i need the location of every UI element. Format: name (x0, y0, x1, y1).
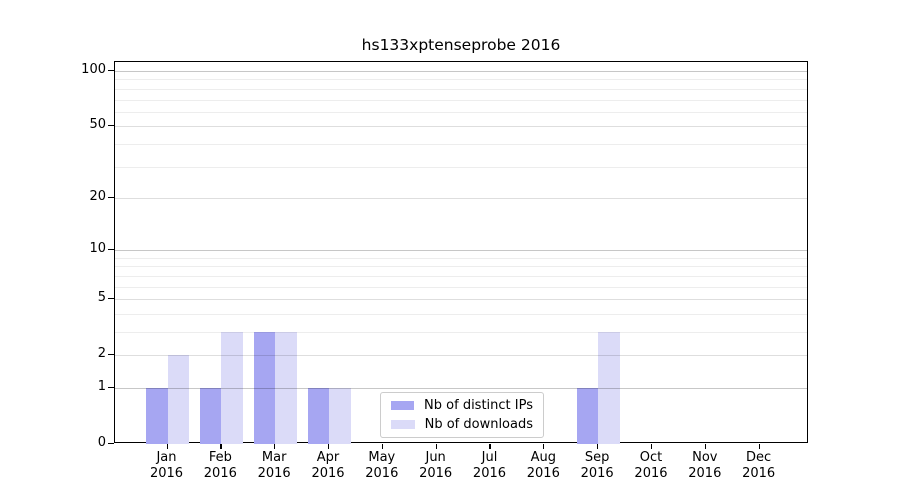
y-tick-mark (108, 196, 114, 199)
x-tick-mark (543, 444, 545, 449)
x-tick-mark (220, 444, 222, 449)
legend-swatch-downloads (391, 420, 415, 429)
x-tick-label-may: May 2016 (365, 450, 399, 481)
x-tick-label-aug: Aug 2016 (526, 450, 560, 481)
y-tick-label-20: 20 (89, 188, 106, 204)
bar-distinct-ips-sep (576, 388, 599, 444)
y-tick-mark (108, 70, 114, 72)
gridline-4 (115, 313, 807, 315)
gridline-60 (115, 111, 807, 113)
y-tick-mark (108, 125, 114, 127)
x-tick-label-apr: Apr 2016 (311, 450, 345, 481)
x-tick-mark (758, 444, 760, 449)
bar-downloads-feb (221, 332, 243, 444)
bar-distinct-ips-jan (146, 388, 168, 444)
gridline-5 (115, 299, 807, 301)
gridline-9 (115, 257, 807, 259)
x-tick-mark (166, 444, 168, 449)
y-tick-label-0: 0 (97, 435, 106, 450)
x-tick-label-feb: Feb 2016 (203, 450, 237, 481)
gridline-8 (115, 266, 807, 268)
bar-downloads-mar (275, 332, 297, 444)
gridline-6 (115, 286, 807, 288)
bar-distinct-ips-apr (307, 388, 329, 444)
x-tick-mark (650, 444, 653, 449)
bar-downloads-jan (167, 355, 189, 444)
legend-swatch-distinct-ips (391, 401, 415, 410)
y-tick-label-1: 1 (97, 378, 106, 394)
x-tick-label-jul: Jul 2016 (472, 450, 507, 481)
gridline-70 (115, 99, 807, 101)
gridline-20 (115, 197, 807, 199)
gridline-7 (115, 275, 807, 277)
x-tick-label-jan: Jan 2016 (149, 450, 184, 481)
legend-label-distinct-ips: Nb of distinct IPs (424, 398, 533, 413)
chart-title: hs133xptenseprobe 2016 (361, 36, 561, 54)
grid-layer (115, 62, 807, 442)
bar-downloads-sep (598, 332, 620, 444)
bar-distinct-ips-feb (199, 388, 222, 444)
gridline-50 (115, 126, 807, 128)
bar-distinct-ips-mar (253, 332, 276, 444)
x-tick-mark (327, 444, 330, 449)
gridline-2 (115, 355, 807, 357)
x-tick-mark (597, 444, 599, 449)
x-tick-mark (704, 444, 706, 449)
x-tick-label-jun: Jun 2016 (419, 450, 453, 481)
gridline-40 (115, 143, 807, 145)
y-tick-label-5: 5 (97, 290, 106, 306)
y-tick-mark (108, 443, 114, 445)
y-tick-mark (108, 249, 114, 251)
y-tick-label-50: 50 (89, 117, 106, 133)
gridline-100 (115, 71, 807, 72)
y-tick-label-2: 2 (97, 346, 106, 362)
gridline-1 (115, 388, 807, 389)
gridline-90 (115, 79, 807, 81)
legend-item-downloads: Nb of downloads (391, 417, 533, 432)
legend: Nb of distinct IPs Nb of downloads (380, 392, 544, 438)
y-tick-mark (108, 298, 114, 300)
y-tick-label-10: 10 (89, 241, 106, 257)
gridline-30 (115, 166, 807, 168)
x-tick-label-dec: Dec 2016 (742, 450, 776, 481)
y-tick-label-100: 100 (81, 62, 106, 77)
bars-layer (115, 62, 807, 444)
x-tick-label-nov: Nov 2016 (688, 450, 722, 481)
plot-area: Nb of distinct IPs Nb of downloads (114, 61, 808, 444)
y-tick-mark (108, 354, 114, 356)
x-tick-label-mar: Mar 2016 (257, 450, 291, 481)
x-tick-label-sep: Sep 2016 (580, 450, 614, 481)
x-tick-mark (381, 444, 383, 449)
gridline-3 (115, 332, 807, 333)
y-tick-mark (108, 386, 114, 389)
x-tick-label-oct: Oct 2016 (634, 450, 668, 481)
gridline-10 (115, 250, 807, 252)
x-tick-mark (489, 444, 491, 449)
bar-downloads-apr (329, 388, 351, 444)
x-tick-mark (435, 444, 437, 449)
x-tick-mark (274, 444, 276, 449)
legend-item-distinct-ips: Nb of distinct IPs (391, 398, 533, 413)
legend-label-downloads: Nb of downloads (424, 417, 533, 432)
gridline-80 (115, 88, 807, 90)
